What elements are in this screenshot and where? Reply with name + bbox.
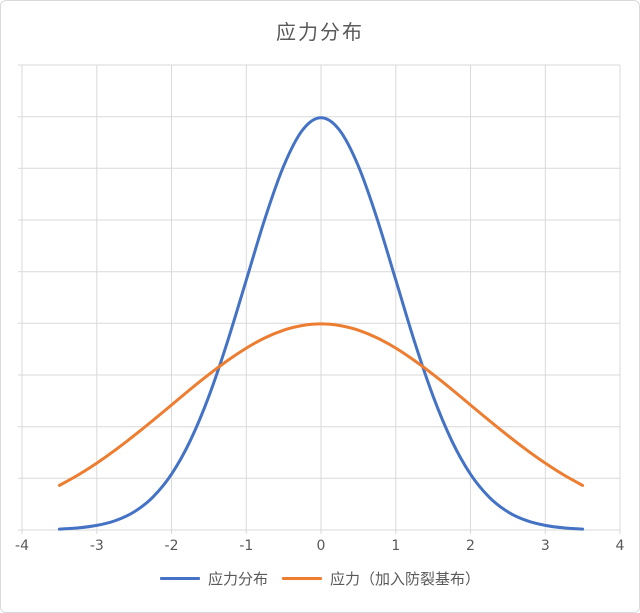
legend-item-stress: 应力分布 <box>159 568 268 589</box>
x-axis-tick-label: 2 <box>466 538 475 554</box>
chart-title: 应力分布 <box>276 20 364 44</box>
legend-label-stress: 应力分布 <box>207 570 268 588</box>
legend-line-swatch-stress <box>159 577 200 580</box>
series-curve-1 <box>57 322 585 487</box>
x-axis-tick-label: 1 <box>391 538 400 554</box>
series-curve-0 <box>57 116 585 531</box>
x-axis-tick-label: -1 <box>239 538 253 554</box>
x-axis-tick-label: -2 <box>165 538 179 554</box>
x-axis-tick-label: -4 <box>15 538 29 554</box>
legend-line-swatch-stress-with-fabric <box>282 577 322 580</box>
x-axis-tick-label: -3 <box>90 538 104 554</box>
legend-label-stress-with-fabric: 应力（加入防裂基布） <box>330 570 481 588</box>
x-axis-tick-label: 4 <box>616 538 625 554</box>
x-axis-tick-label: 3 <box>541 538 550 554</box>
legend-item-stress-with-fabric: 应力（加入防裂基布） <box>282 568 480 589</box>
x-axis-tick-label: 0 <box>317 538 326 554</box>
chart-legend: 应力分布 应力（加入防裂基布） <box>1 568 639 589</box>
